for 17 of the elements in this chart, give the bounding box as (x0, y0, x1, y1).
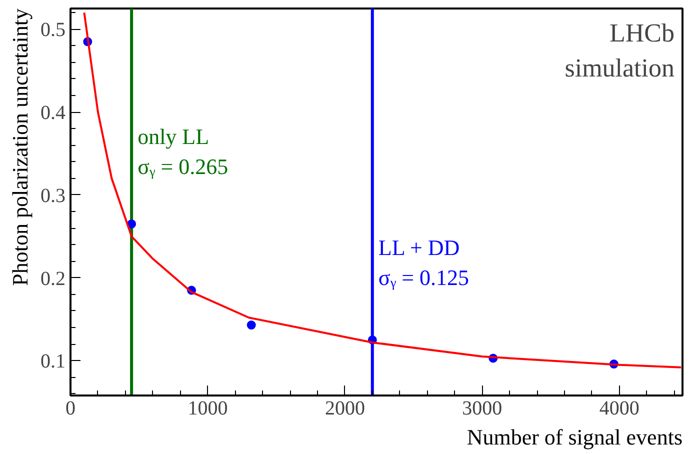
annotation: LHCb simulation (564, 18, 675, 82)
x-tick-label: 3000 (462, 398, 502, 420)
x-tick-label: 1000 (188, 398, 228, 420)
x-axis-title: Number of signal events (466, 424, 682, 450)
y-tick-label: 0.1 (40, 350, 66, 373)
x-tick-label: 0 (66, 398, 76, 420)
y-tick-label: 0.3 (40, 184, 66, 207)
y-tick-label: 0.5 (40, 19, 66, 42)
annotation: only LL σᵧ = 0.265 (138, 124, 228, 179)
point (246, 320, 256, 330)
y-axis-title: Photon polarization uncertainty (8, 8, 32, 286)
line-series (83, 12, 682, 368)
annotation: LL + DD σᵧ = 0.125 (378, 234, 469, 290)
x-tick-label: 2000 (324, 398, 365, 420)
y-tick-label: 0.2 (40, 268, 66, 290)
y-tick-label: 0.4 (40, 102, 66, 124)
x-tick-label: 4000 (599, 398, 640, 420)
